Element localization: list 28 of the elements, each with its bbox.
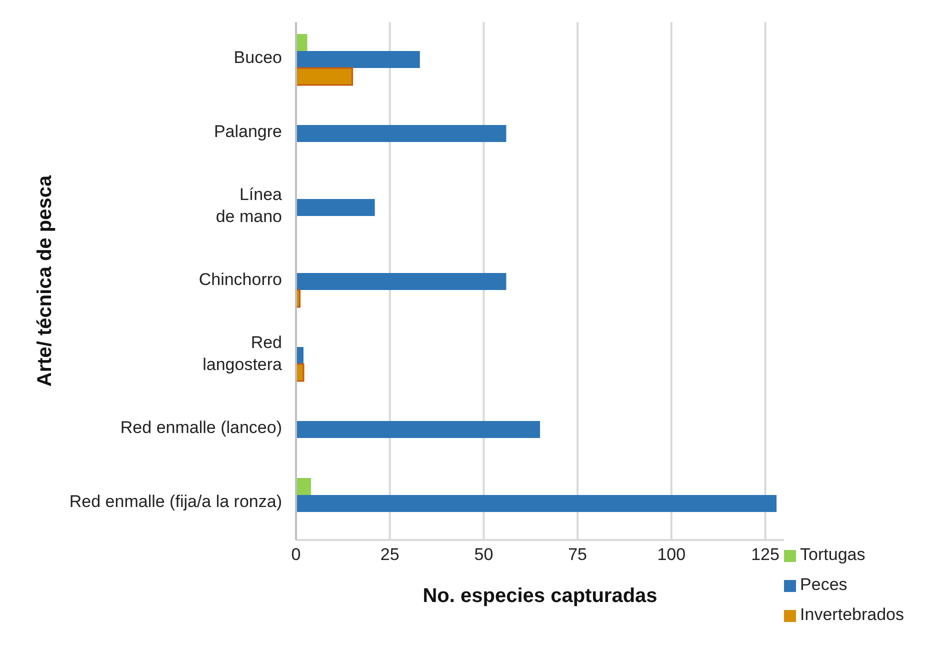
x-tick-label: 50 — [474, 545, 494, 564]
y-tick-label: Línea de mano — [216, 185, 283, 226]
legend-label: Tortugas — [800, 545, 866, 564]
x-tick-label: 125 — [751, 545, 780, 564]
bar — [296, 199, 375, 216]
bar — [296, 421, 540, 438]
bar — [296, 67, 354, 86]
bar — [296, 125, 506, 142]
legend-label: Peces — [800, 575, 848, 594]
y-tick-label: Red enmalle (fija/a la ronza) — [69, 492, 282, 512]
bar — [296, 34, 308, 51]
bar — [296, 495, 777, 512]
bar — [296, 51, 420, 68]
y-tick-label: Buceo — [234, 48, 282, 68]
y-tick-label: Red langostera — [202, 333, 283, 374]
x-tick-label: 25 — [380, 545, 400, 564]
y-axis-title: Arte/ técnica de pesca — [34, 174, 56, 387]
bar — [296, 273, 506, 290]
bar — [296, 478, 312, 495]
y-tick-label: Chinchorro — [198, 270, 282, 290]
x-tick-label: 75 — [568, 545, 588, 564]
x-axis-title: No. especies capturadas — [422, 585, 658, 607]
y-tick-label: Red enmalle (lanceo) — [120, 418, 282, 438]
bar — [296, 363, 304, 382]
y-tick-label: Palangre — [214, 122, 282, 142]
x-tick-label: 0 — [291, 545, 301, 564]
x-tick-label: 100 — [657, 545, 686, 564]
legend-label: Invertebrados — [800, 605, 904, 624]
